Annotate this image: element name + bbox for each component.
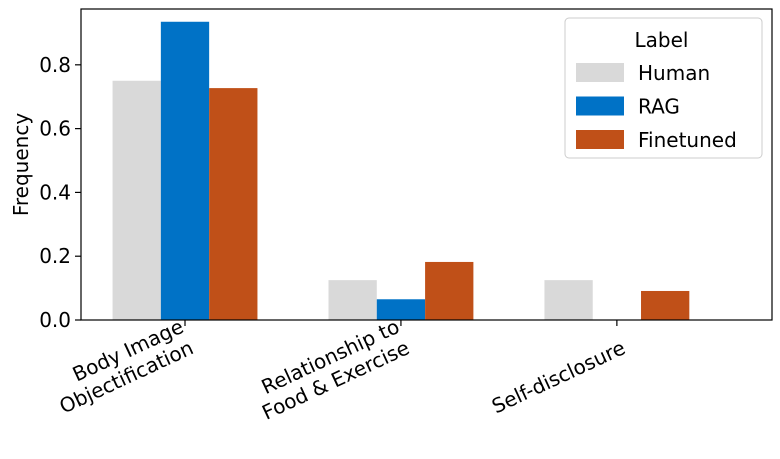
legend-title: Label <box>635 28 689 52</box>
legend-swatch-finetuned <box>576 130 624 149</box>
y-tick-label: 0.4 <box>39 180 71 204</box>
y-tick-label: 0.2 <box>39 244 71 268</box>
x-tick-label: Self-disclosure <box>488 335 629 418</box>
y-tick-label: 0.6 <box>39 117 71 141</box>
legend-box <box>564 17 763 159</box>
bar-rag-1 <box>376 299 426 320</box>
bar-finetuned-0 <box>209 88 258 320</box>
bar-finetuned-2 <box>641 290 690 320</box>
bar-human-0 <box>112 80 161 321</box>
legend-swatch-rag <box>576 96 624 116</box>
legend: Label Human RAG Finetuned <box>564 17 763 159</box>
x-tick-label-line: Self-disclosure <box>488 335 629 418</box>
bar-human-1 <box>328 280 377 320</box>
y-tick-label: 0.0 <box>39 308 71 332</box>
y-tick-label: 0.8 <box>39 53 71 77</box>
legend-label-human: Human <box>638 61 710 85</box>
bar-rag-0 <box>160 21 210 320</box>
legend-label-rag: RAG <box>638 95 680 119</box>
legend-swatch-human <box>576 63 624 82</box>
bar-human-2 <box>544 280 593 320</box>
legend-label-finetuned: Finetuned <box>638 128 737 152</box>
bar-finetuned-1 <box>425 261 474 320</box>
plot-frame <box>80 8 773 321</box>
y-axis-label: Frequency <box>9 113 33 216</box>
